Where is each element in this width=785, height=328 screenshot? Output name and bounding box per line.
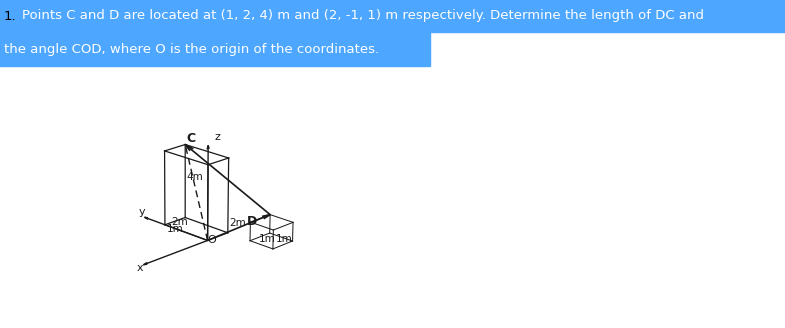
Bar bbox=[0, 0, 785, 32]
Bar bbox=[0, 32, 430, 66]
Text: Points C and D are located at (1, 2, 4) m and (2, -1, 1) m respectively. Determi: Points C and D are located at (1, 2, 4) … bbox=[22, 10, 704, 23]
Text: the angle COD, where O is the origin of the coordinates.: the angle COD, where O is the origin of … bbox=[4, 43, 379, 55]
Text: 1.: 1. bbox=[4, 10, 16, 23]
